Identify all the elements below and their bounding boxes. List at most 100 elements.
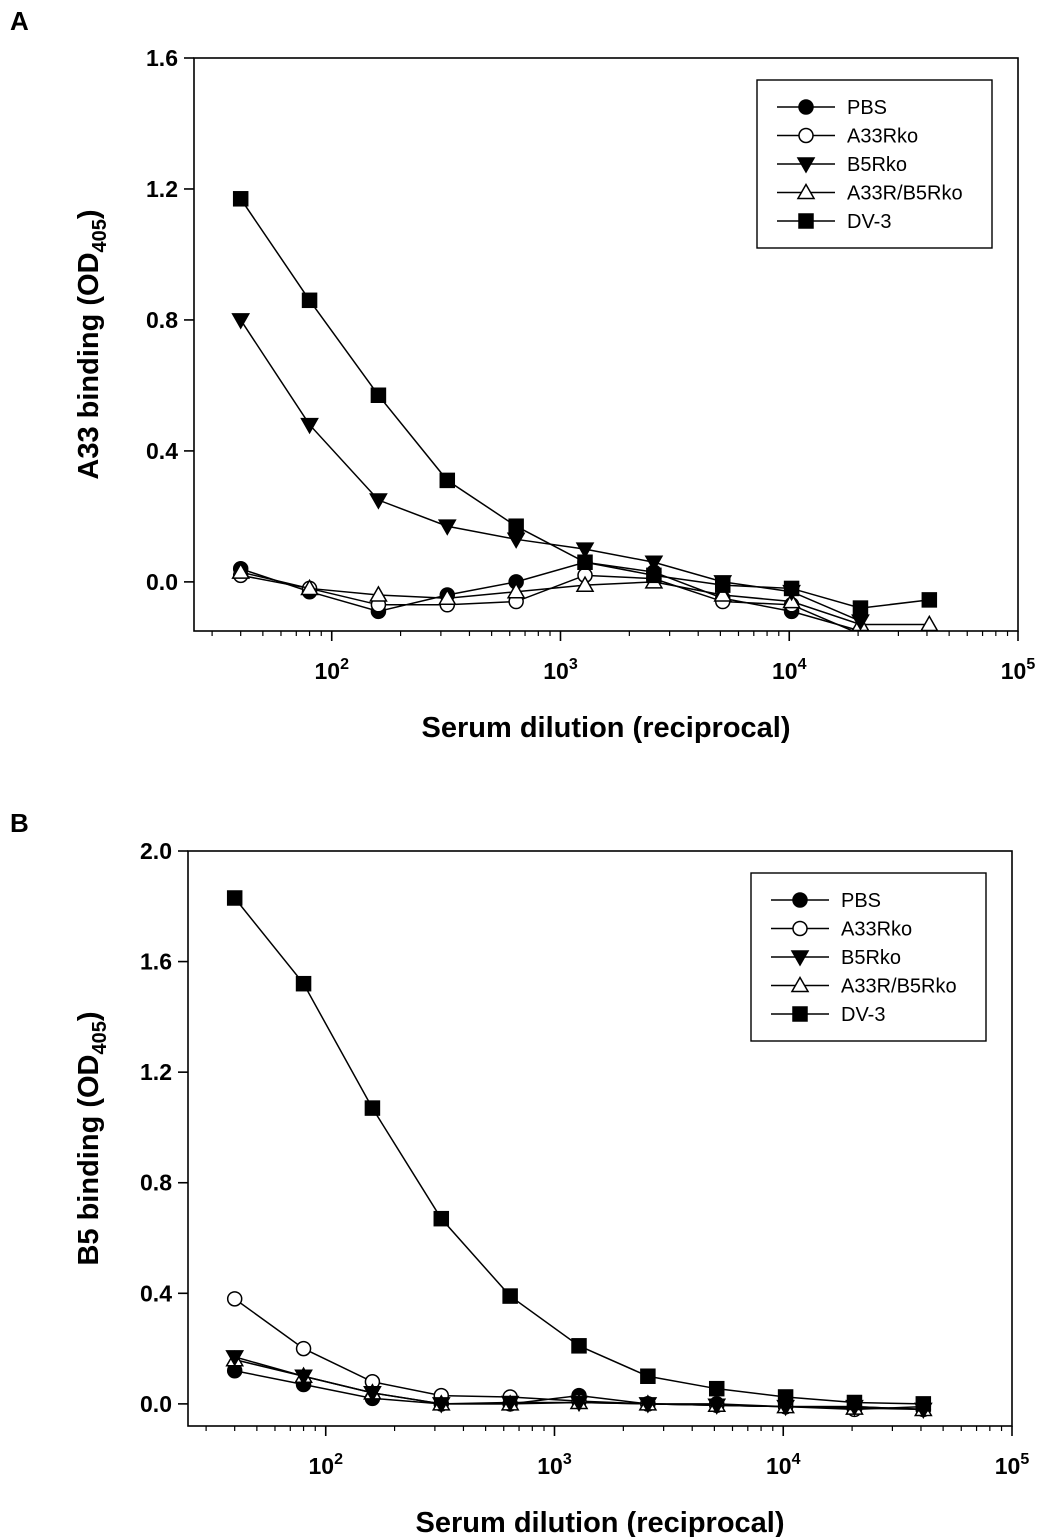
series-line-a33rko [240,574,855,631]
plot-frame [187,850,1013,1427]
series-b5rko [231,313,870,631]
panel-label-b: B [10,808,29,838]
data-point-dv-3 [433,1210,450,1227]
x-tick-label: 105 [1001,656,1036,684]
data-point-dv-3 [226,890,243,906]
data-point-a33r-b5rko [437,588,457,606]
legend-marker-a33rko [792,920,808,937]
legend-label-a33r-b5rko: A33R/B5Rko [841,976,957,998]
legend-label-a33r-b5rko: A33R/B5Rko [847,183,963,205]
y-tick-label: 1.6 [146,45,178,71]
legend-label-pbs: PBS [847,97,887,119]
y-tick-label: 2.0 [140,838,172,864]
y-axis-label: B5 binding (OD405) [73,1011,111,1265]
chart-b: 0.0 0.4 0.8 1.2 1.6 2.0 102 103 104 105 Serum dilu… [73,838,1029,1537]
data-point-dv-3 [777,1389,794,1405]
x-tick-label: 104 [772,656,807,684]
plot-area [231,191,939,631]
plot-frame [193,57,1019,632]
legend-marker-dv-3 [798,213,814,229]
data-point-a33r-b5rko [369,585,388,602]
data-point-b5rko [500,1395,520,1413]
legend-label-pbs: PBS [841,890,881,912]
data-point-b5rko [225,1350,245,1367]
data-point-dv-3 [577,554,593,570]
x-axis-label: Serum dilution (reciprocal) [416,1507,785,1537]
data-point-b5rko [644,555,664,572]
legend-marker-a33r-b5rko [790,975,810,993]
legend-marker-b5rko [796,157,816,174]
legend-label-dv-3: DV-3 [841,1004,885,1026]
data-point-b5rko [369,493,388,510]
x-tick-label: 105 [995,1451,1030,1479]
data-point-dv-3 [502,1288,518,1304]
legend-marker-dv-3 [792,1006,808,1022]
data-point-dv-3 [301,292,318,309]
x-tick-label: 102 [314,656,349,684]
data-point-a33r-b5rko [920,614,939,631]
data-point-dv-3 [846,1394,863,1411]
data-point-b5rko [437,519,457,536]
data-point-dv-3 [295,975,312,992]
data-point-dv-3 [571,1338,587,1354]
legend-label-a33rko: A33Rko [841,919,912,941]
data-point-b5rko [638,1397,658,1414]
chart-a: 0.0 0.4 0.8 1.2 1.6 102 103 104 105 Serum dilutio… [73,45,1035,744]
data-point-a33r-b5rko [575,575,595,592]
data-point-b5rko [294,1369,313,1386]
x-tick-label: 104 [766,1451,801,1479]
data-point-a33r-b5rko [506,582,526,599]
legend-marker-pbs [798,99,814,115]
data-point-b5rko [707,1398,727,1415]
data-point-dv-3 [852,600,869,616]
data-point-dv-3 [783,580,800,597]
legend-label-b5rko: B5Rko [847,154,907,176]
y-tick-label: 1.6 [140,949,172,975]
data-point-a33r-b5rko [300,578,319,596]
data-point-b5rko [569,1395,589,1413]
y-tick-label: 1.2 [140,1059,172,1085]
series-line-b5rko [240,319,861,622]
x-tick-label: 103 [537,1451,572,1479]
x-tick-label: 103 [543,656,578,684]
data-point-dv-3 [921,592,938,608]
data-point-dv-3 [508,518,524,534]
panel-label-a: A [10,6,29,36]
data-point-b5rko [300,417,319,435]
data-point-b5rko [575,542,595,559]
data-point-dv-3 [714,577,731,593]
data-point-dv-3 [640,1368,656,1384]
legend-label-b5rko: B5Rko [841,947,901,969]
y-tick-label: 0.4 [140,1280,172,1306]
legend-marker-a33rko [798,127,814,144]
y-tick-label: 0.4 [146,438,178,464]
x-tick-label: 102 [308,1451,343,1479]
legend-marker-pbs [792,892,808,908]
data-point-dv-3 [232,191,249,207]
data-point-b5rko [363,1386,382,1403]
y-tick-label: 0.0 [146,569,178,595]
series-dv-3 [226,890,932,1412]
x-axis-label: Serum dilution (reciprocal) [422,712,791,744]
legend-label-a33rko: A33Rko [847,126,918,148]
series-dv-3 [232,191,938,616]
data-point-a33r-b5rko [231,562,251,579]
data-point-dv-3 [915,1396,932,1412]
data-point-dv-3 [370,387,387,404]
data-point-a33r-b5rko [713,585,733,602]
legend: PBS A33Rko B5Rko A33R/B5Rko DV-3 [750,872,987,1042]
data-point-b5rko [231,313,251,330]
data-point-a33rko [295,1340,312,1357]
legend-marker-a33r-b5rko [796,182,816,200]
data-point-dv-3 [708,1380,725,1397]
y-tick-label: 0.0 [140,1391,172,1417]
data-point-b5rko [431,1397,451,1414]
data-point-dv-3 [439,472,456,489]
plot-area [225,890,933,1419]
y-tick-label: 0.8 [146,307,178,333]
legend-marker-b5rko [790,950,810,967]
data-point-a33rko [226,1291,243,1307]
y-tick-label: 1.2 [146,176,178,202]
y-axis-label: A33 binding (OD405) [73,209,111,479]
